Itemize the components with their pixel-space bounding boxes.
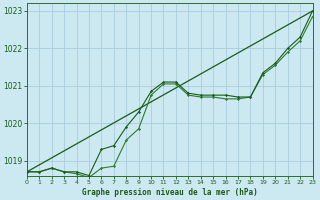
X-axis label: Graphe pression niveau de la mer (hPa): Graphe pression niveau de la mer (hPa) [82, 188, 258, 197]
